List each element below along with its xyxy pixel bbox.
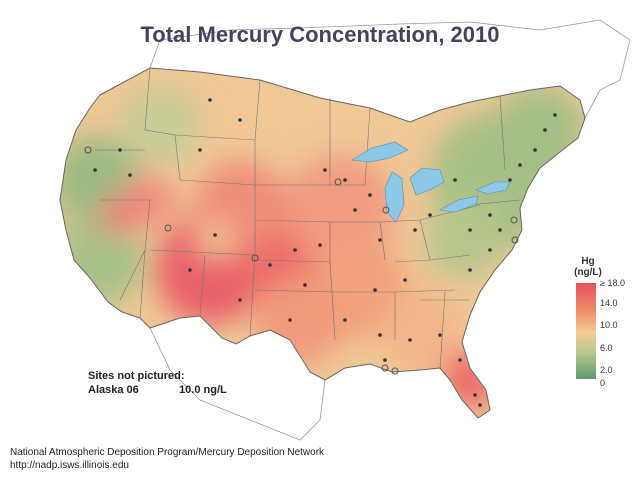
- source-org: National Atmospheric Deposition Program/…: [10, 447, 325, 458]
- state-boundaries: [95, 67, 521, 371]
- us-outline: [59, 67, 586, 419]
- site-name: Alaska 06: [88, 384, 139, 396]
- source-credit: National Atmospheric Deposition Program/…: [10, 446, 324, 472]
- legend-tick-10: 10.0: [600, 320, 618, 330]
- map-title: Total Mercury Concentration, 2010: [140, 22, 500, 47]
- source-url: http://nadp.isws.illinois.edu: [10, 460, 129, 471]
- mexico-outline: [149, 327, 326, 441]
- legend-tick-2: 2.0: [600, 365, 613, 375]
- legend-tick-6: 6.0: [600, 343, 613, 353]
- site-row: Alaska 06 10.0 ng/L: [88, 384, 227, 396]
- legend-tick-18: ≥ 18.0: [600, 278, 625, 288]
- legend-title-hg: Hg: [581, 256, 595, 267]
- legend-title-unit: (ng/L): [574, 267, 602, 278]
- legend-title: Hg (ng/L): [568, 256, 608, 278]
- legend-tick-14: 14.0: [600, 298, 618, 308]
- collocated-sites: [84, 146, 519, 375]
- great-lakes: [351, 141, 511, 223]
- legend-color-bar: [576, 283, 596, 379]
- sites-not-pictured: Sites not pictured: Alaska 06 10.0 ng/L: [88, 370, 227, 396]
- legend-tick-0: 0: [600, 378, 606, 388]
- canada-outline: [149, 19, 631, 119]
- sites-not-pictured-heading: Sites not pictured:: [88, 370, 185, 382]
- site-value: 10.0 ng/L: [179, 384, 227, 396]
- monitoring-sites: [93, 98, 557, 407]
